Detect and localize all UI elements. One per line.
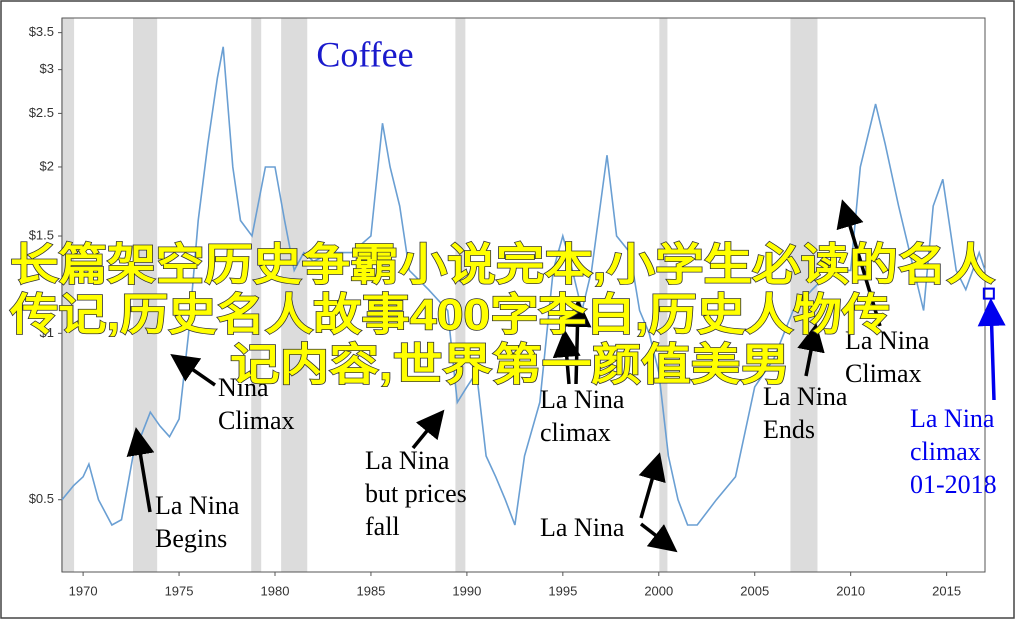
overlay-text: 长篇架空历史争霸小说完本,小学生必读的名人: [10, 241, 995, 290]
x-tick-label: 1975: [165, 583, 194, 598]
price-line: [61, 46, 986, 527]
x-tick-label: 2005: [740, 583, 769, 598]
annotation: La Nina: [763, 382, 848, 411]
x-tick-label: 1990: [452, 583, 481, 598]
y-tick-label: $1: [40, 325, 54, 340]
plot-frame: [61, 17, 986, 573]
annotation: Ends: [763, 415, 815, 444]
arrow: [411, 409, 445, 450]
y-tick-label: $2: [40, 158, 54, 173]
annotation: La Nina: [365, 446, 450, 475]
y-tick-label: $0.5: [29, 491, 54, 506]
annotation: La Nina: [540, 385, 625, 414]
arrow: [639, 522, 678, 553]
shaded-region: [455, 18, 466, 572]
arrow: [638, 452, 666, 519]
overlay-text: 传记,历史名人故事400字李白,历史人物传: [9, 291, 890, 340]
arrow: [126, 427, 155, 513]
annotation: Begins: [155, 524, 227, 553]
annotation: La Nina: [845, 326, 930, 355]
annotation: Climax: [845, 359, 922, 388]
annotation: climax: [540, 418, 611, 447]
overlay-text: 记内容,世界第一颜值美男: [230, 341, 790, 390]
annotation: climax: [910, 437, 981, 466]
shaded-region: [281, 18, 308, 572]
y-tick-label: $3.5: [29, 24, 54, 39]
arrow: [797, 323, 825, 377]
annotation: Climax: [218, 406, 295, 435]
y-tick-label: $2.5: [29, 105, 54, 120]
arrow: [170, 354, 216, 387]
x-tick-label: 1995: [548, 583, 577, 598]
arrow: [552, 329, 581, 385]
shaded-region: [251, 18, 262, 572]
shaded-region: [659, 18, 668, 572]
chart-title: Coffee: [316, 34, 413, 74]
annotation: 01-2018: [910, 470, 997, 499]
annotation: La Nina: [910, 404, 995, 433]
x-tick-label: 2010: [836, 583, 865, 598]
annotation: fall: [365, 512, 400, 541]
x-tick-label: 2015: [932, 583, 961, 598]
x-tick-label: 2000: [644, 583, 673, 598]
shaded-region: [61, 18, 75, 572]
y-tick-label: $1.5: [29, 227, 54, 242]
annotation: La Nina: [155, 491, 240, 520]
annotation: Nina: [218, 373, 269, 402]
arrow: [836, 199, 882, 327]
annotation: La Nina: [540, 513, 625, 542]
arrow: [977, 298, 1006, 401]
annotation: but prices: [365, 479, 467, 508]
x-tick-label: 1980: [261, 583, 290, 598]
y-tick-label: $3: [40, 61, 54, 76]
x-tick-label: 1970: [69, 583, 98, 598]
shaded-region: [790, 18, 818, 572]
x-tick-label: 1985: [356, 583, 385, 598]
